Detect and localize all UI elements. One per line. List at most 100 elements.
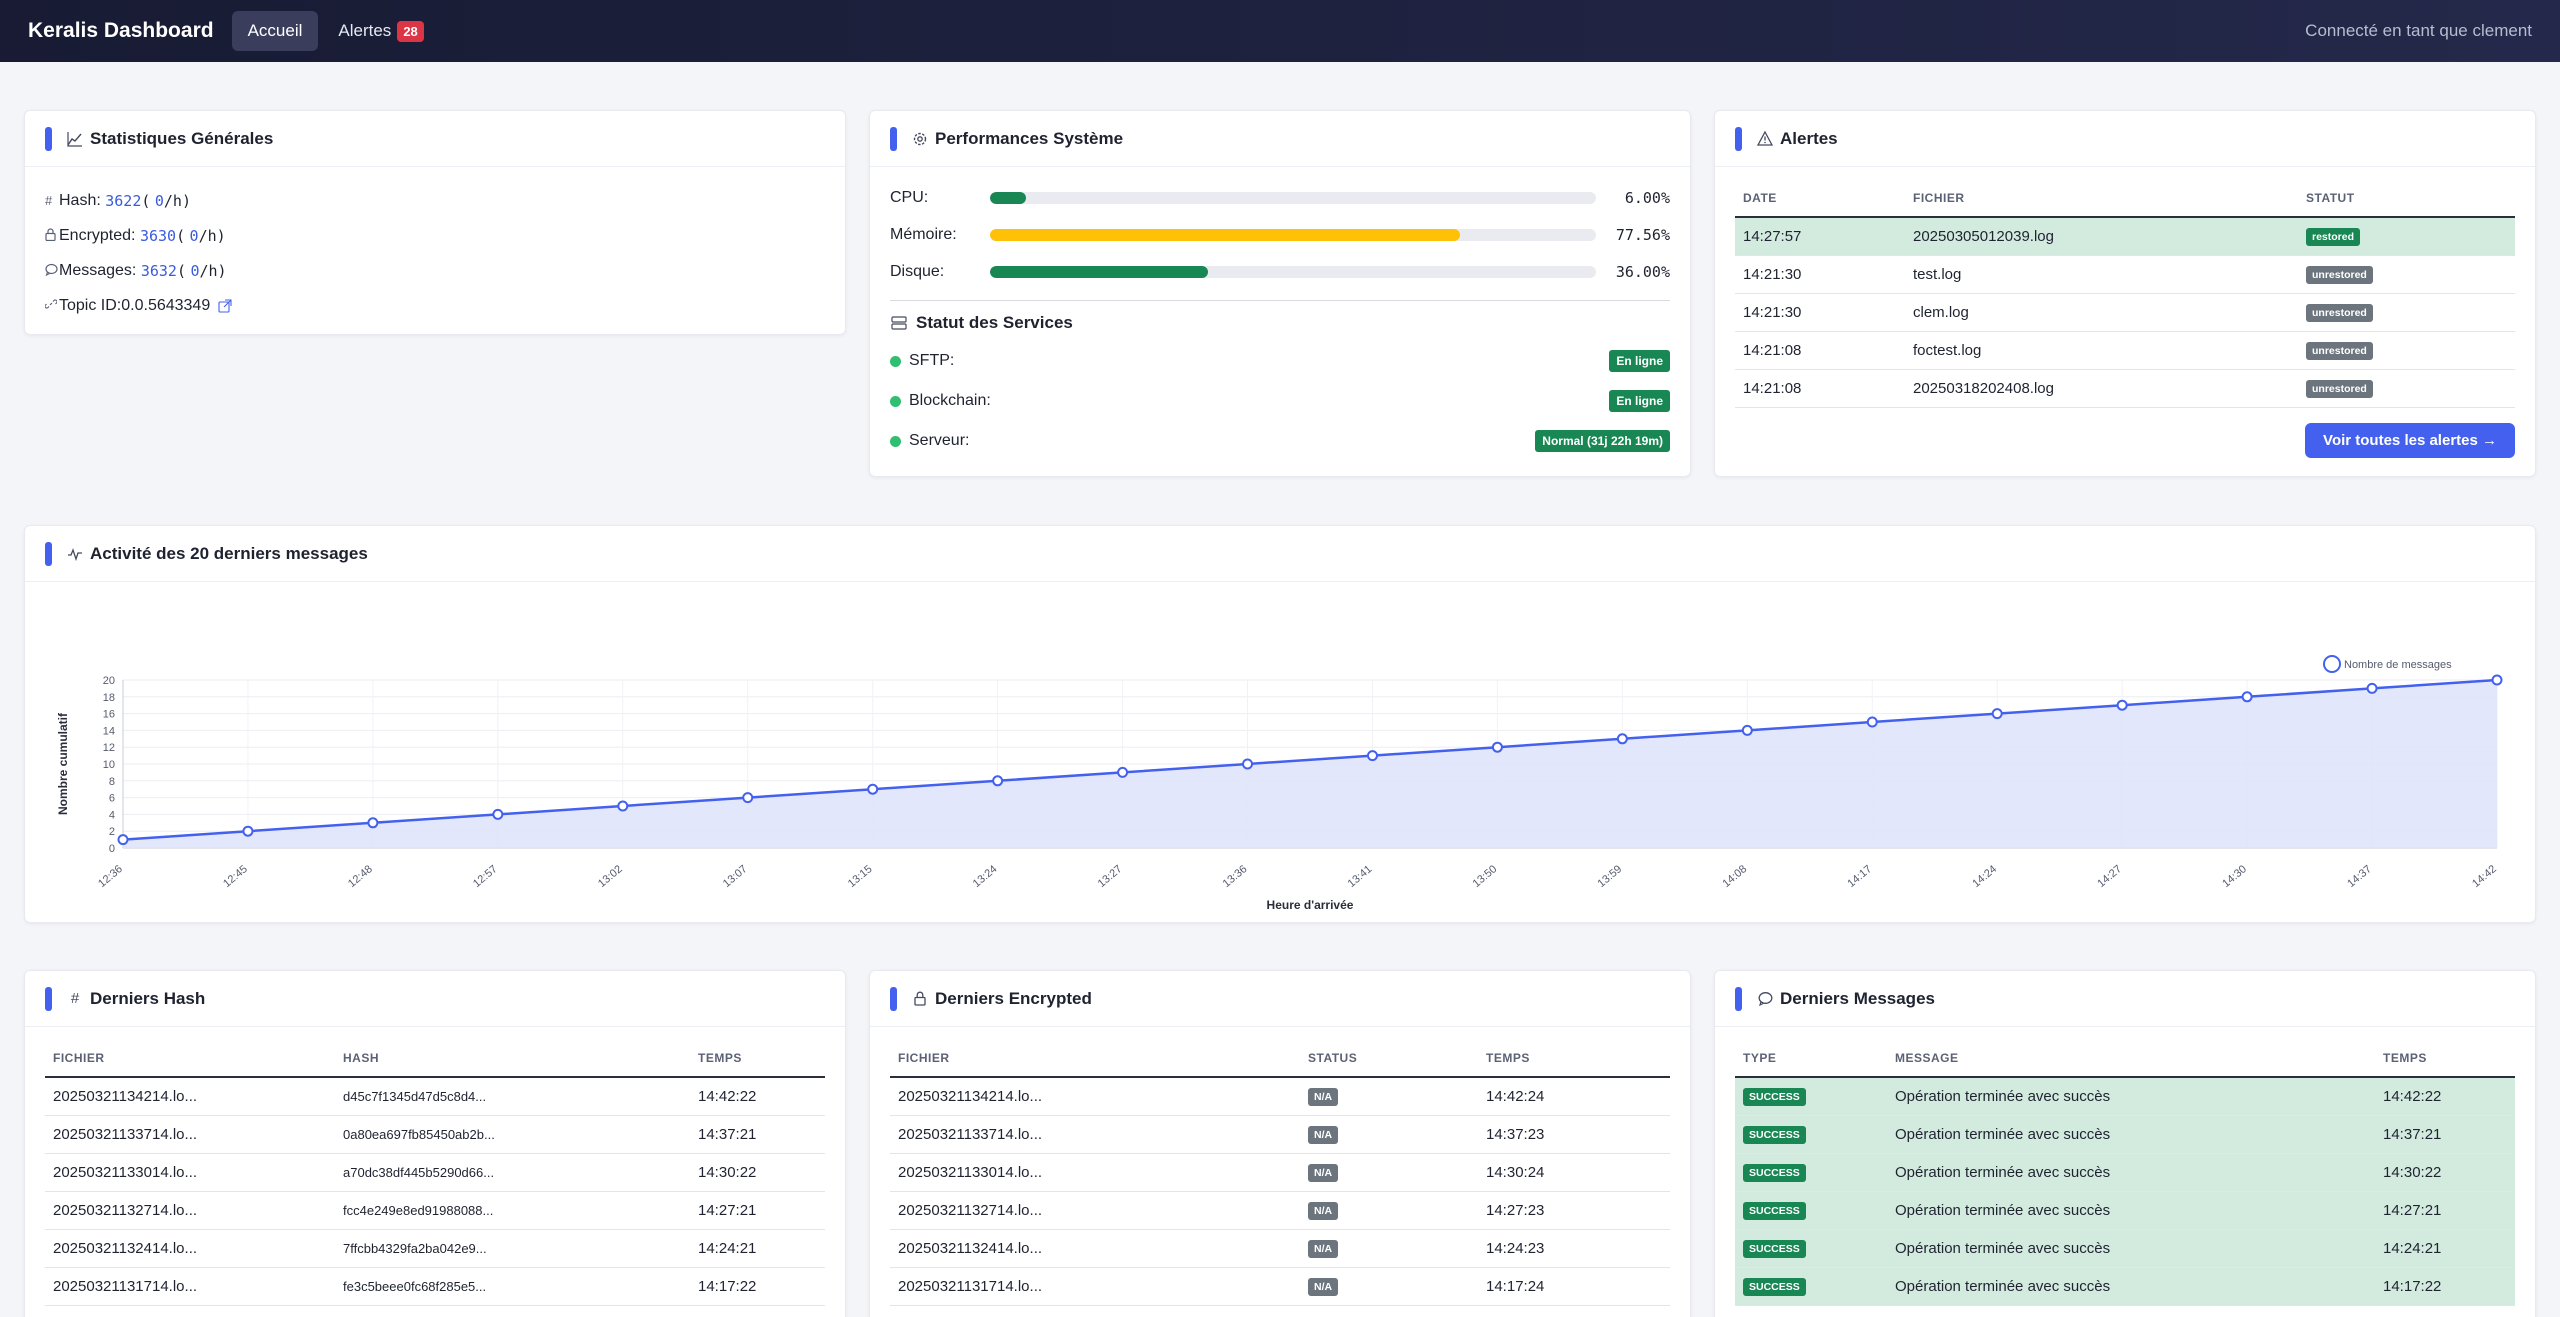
data-point xyxy=(1491,741,1503,753)
card-header: Derniers Encrypted xyxy=(870,971,1690,1027)
alert-date: 14:21:30 xyxy=(1735,293,1905,332)
stat-messages-rate: 0 xyxy=(190,261,200,280)
table-row[interactable]: 20250321132714.lo... N/A 14:27:23 xyxy=(890,1191,1670,1230)
table-row[interactable]: 14:21:08 foctest.log unrestored xyxy=(1735,331,2515,370)
alert-date: 14:21:30 xyxy=(1735,255,1905,294)
table-row[interactable]: SUCCESS Opération terminée avec succès 14:… xyxy=(1735,1153,2515,1192)
time-value: 14:42:22 xyxy=(690,1077,825,1116)
time-value: 14:27:21 xyxy=(2375,1191,2515,1230)
data-point xyxy=(492,808,504,820)
file-name: 20250321132714.lo... xyxy=(890,1191,1300,1230)
hash-icon: # xyxy=(45,193,53,208)
alert-file: 20250305012039.log xyxy=(1905,217,2298,256)
card-title: Statistiques Générales xyxy=(90,128,274,148)
table-row[interactable]: 14:27:57 20250305012039.log restored xyxy=(1735,217,2515,256)
type-badge: SUCCESS xyxy=(1743,1087,1806,1106)
time-value: 14:17:22 xyxy=(690,1267,825,1306)
y-tick-label: 0 xyxy=(109,843,115,855)
stat-encrypted-value: 3630 xyxy=(139,226,177,245)
x-tick-label: 13:27 xyxy=(1096,863,1125,890)
table-row[interactable]: 20250321132414.lo... N/A 14:24:23 xyxy=(890,1229,1670,1268)
column-header: FICHIER xyxy=(1905,179,2298,218)
x-tick-label: 14:08 xyxy=(1720,863,1749,890)
status-badge-cell: N/A xyxy=(1300,1077,1478,1116)
table-row[interactable]: SUCCESS Opération terminée avec succès 14:… xyxy=(1735,1267,2515,1306)
time-value: 14:27:21 xyxy=(690,1191,825,1230)
stat-encrypted-label: Encrypted: xyxy=(59,226,136,244)
file-name: 20250321133014.lo... xyxy=(890,1153,1300,1192)
stats-card: Statistiques Générales # Hash: 3622 ( 0/… xyxy=(24,110,846,335)
file-name: 20250321132414.lo... xyxy=(45,1229,335,1268)
brand-title[interactable]: Keralis Dashboard xyxy=(28,19,214,42)
stat-rate-open: ( xyxy=(176,261,186,280)
table-row[interactable]: 20250321132414.lo... 7ffcbb4329fa2ba042e9… xyxy=(45,1229,825,1268)
messages-card: Derniers Messages TYPE MESSAGE TEMPS SUC… xyxy=(1714,970,2536,1317)
column-header: FICHIER xyxy=(890,1039,1300,1078)
table-row[interactable]: SUCCESS Opération terminée avec succès 14:… xyxy=(1735,1229,2515,1268)
table-row[interactable]: 14:21:08 20250318202408.log unrestored xyxy=(1735,369,2515,408)
encrypted-table: FICHIER STATUS TEMPS 20250321134214.lo..… xyxy=(890,1039,1670,1306)
table-row[interactable]: SUCCESS Opération terminée avec succès 14:… xyxy=(1735,1115,2515,1154)
view-all-alerts-button[interactable]: Voir toutes les alertes → xyxy=(2305,423,2515,458)
table-row[interactable]: SUCCESS Opération terminée avec succès 14:… xyxy=(1735,1077,2515,1116)
card-header: Performances Système xyxy=(870,111,1690,167)
table-row[interactable]: 20250321131714.lo... fe3c5beee0fc68f285e5… xyxy=(45,1267,825,1306)
x-tick-label: 14:27 xyxy=(2095,863,2124,890)
card-header: Derniers Messages xyxy=(1715,971,2535,1027)
message-text: Opération terminée avec succès xyxy=(1887,1077,2375,1116)
table-row[interactable]: 14:21:30 clem.log unrestored xyxy=(1735,293,2515,332)
status-badge: N/A xyxy=(1308,1277,1339,1296)
alerts-count-badge: 28 xyxy=(397,20,424,42)
hash-body: FICHIER HASH TEMPS 20250321134214.lo... d… xyxy=(25,1027,845,1317)
card-header: Statistiques Générales xyxy=(25,111,845,167)
table-row[interactable]: 20250321134214.lo... d45c7f1345d47d5c8d4.… xyxy=(45,1077,825,1116)
stat-rate-open: ( xyxy=(141,191,151,210)
top-navbar: Keralis Dashboard Accueil Alertes 28 Con… xyxy=(0,0,2560,62)
table-row[interactable]: 20250321131714.lo... N/A 14:17:24 xyxy=(890,1267,1670,1306)
encrypted-card: Derniers Encrypted FICHIER STATUS TEMPS … xyxy=(869,970,1691,1317)
nav-link-accueil[interactable]: Accueil xyxy=(231,11,319,51)
stat-rate-close: /h) xyxy=(163,191,191,210)
table-header-row: TYPE MESSAGE TEMPS xyxy=(1735,1039,2515,1078)
status-badge: N/A xyxy=(1308,1239,1339,1258)
message-text: Opération terminée avec succès xyxy=(1887,1229,2375,1268)
performance-card: Performances Système CPU: 6.00% Mémoire:… xyxy=(869,110,1691,477)
time-value: 14:17:24 xyxy=(1478,1267,1670,1306)
card-accent-bar xyxy=(45,541,52,566)
file-name: 20250321133714.lo... xyxy=(890,1115,1300,1154)
cpu-progress-fill xyxy=(990,191,1027,204)
x-tick-label: 13:15 xyxy=(846,863,875,890)
perf-label: Mémoire: xyxy=(890,225,957,243)
data-point xyxy=(1616,733,1628,745)
file-name: 20250321134214.lo... xyxy=(45,1077,335,1116)
file-name: 20250321133714.lo... xyxy=(45,1115,335,1154)
table-row[interactable]: 20250321134214.lo... N/A 14:42:24 xyxy=(890,1077,1670,1116)
nav-link-alertes[interactable]: Alertes 28 xyxy=(322,11,439,52)
activity-line-chart: 0 2 4 6 8 10 12 14 16 18 20 12:36 12:45 12:48 12:57 13:… xyxy=(56,655,2503,912)
time-value: 14:30:22 xyxy=(2375,1153,2515,1192)
table-row[interactable]: 20250321133014.lo... a70dc38df445b5290d66… xyxy=(45,1153,825,1192)
data-point xyxy=(117,834,129,846)
stat-hash: # Hash: 3622 ( 0/h) xyxy=(45,183,825,218)
table-row[interactable]: SUCCESS Opération terminée avec succès 14:… xyxy=(1735,1191,2515,1230)
table-row[interactable]: 20250321133714.lo... 0a80ea697fb85450ab2b… xyxy=(45,1115,825,1154)
link-icon xyxy=(44,298,58,313)
data-point xyxy=(1242,758,1254,770)
y-tick-label: 16 xyxy=(103,709,115,721)
table-row[interactable]: 20250321132714.lo... fcc4e249e8ed91988088… xyxy=(45,1191,825,1230)
message-text: Opération terminée avec succès xyxy=(1887,1153,2375,1192)
data-point xyxy=(2366,682,2378,694)
status-dot xyxy=(890,355,901,367)
column-header: TYPE xyxy=(1735,1039,1887,1078)
table-row[interactable]: 14:21:30 test.log unrestored xyxy=(1735,255,2515,294)
time-value: 14:37:23 xyxy=(1478,1115,1670,1154)
hash-value: fcc4e249e8ed91988088... xyxy=(335,1191,690,1230)
column-header: TEMPS xyxy=(1478,1039,1670,1078)
y-tick-label: 14 xyxy=(103,725,115,737)
service-row-blockchain: Blockchain: En ligne xyxy=(890,381,1670,421)
stat-topic: Topic ID: 0.0.5643349 xyxy=(44,288,825,323)
external-link-icon[interactable] xyxy=(218,298,232,313)
table-row[interactable]: 20250321133014.lo... N/A 14:30:24 xyxy=(890,1153,1670,1192)
stat-topic-value: 0.0.5643349 xyxy=(121,296,211,314)
table-row[interactable]: 20250321133714.lo... N/A 14:37:23 xyxy=(890,1115,1670,1154)
